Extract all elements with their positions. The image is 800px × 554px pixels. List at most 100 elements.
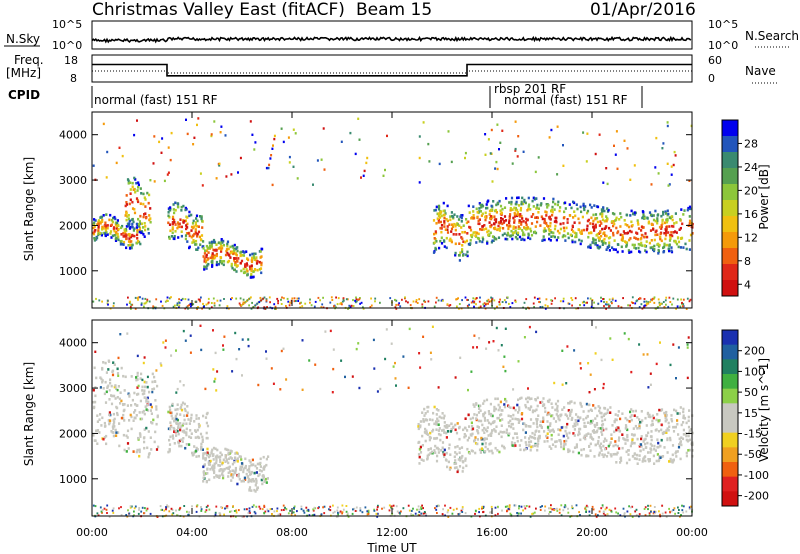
data-cell [478,218,481,221]
data-cell [184,208,187,212]
data-cell [215,461,218,465]
data-cell [219,299,222,302]
data-cell [137,436,140,440]
data-cell [642,216,645,219]
data-cell [544,505,547,508]
data-cell [668,225,671,228]
data-cell [663,430,666,434]
data-cell [219,451,222,455]
data-cell [263,296,266,299]
data-cell [450,422,453,425]
data-cell [527,205,530,208]
data-cell [330,296,333,299]
data-cell [514,235,517,239]
data-cell [556,404,559,408]
data-cell [458,465,462,468]
data-cell [127,509,129,512]
data-cell [139,399,142,403]
data-cell [195,232,198,235]
data-cell [138,448,141,452]
data-cell [195,417,198,420]
echo-region [92,359,160,459]
data-cell [600,430,603,434]
data-cell [170,235,173,238]
data-cell [624,416,627,420]
data-cell [255,467,259,470]
data-cell [445,436,448,439]
data-cell [337,297,340,300]
data-cell [97,222,100,226]
data-cell [469,228,473,232]
data-cell [593,225,596,228]
data-cell [475,297,478,300]
data-cell [609,304,611,307]
data-cell [425,429,428,433]
data-cell [131,233,134,237]
data-cell [402,507,405,510]
data-cell [570,408,573,412]
data-cell [528,443,531,447]
data-cell [688,179,691,182]
data-cell [432,219,436,222]
data-cell [645,424,648,427]
data-cell [485,227,488,231]
data-cell [442,416,445,420]
data-cell [418,352,421,355]
data-cell [134,178,137,181]
data-cell [514,417,517,421]
data-cell [499,298,501,301]
data-cell [557,428,560,431]
data-cell [539,203,542,207]
data-cell [477,426,480,429]
data-cell [117,385,120,388]
data-cell [227,448,230,452]
data-cell [144,228,147,232]
data-cell [544,304,547,307]
data-cell [242,301,245,304]
data-cell [682,433,685,436]
data-cell [249,511,251,514]
data-cell [600,415,603,419]
data-cell [655,459,658,463]
data-cell [565,414,569,418]
data-cell [638,343,641,346]
data-cell [354,299,356,302]
data-cell [567,401,570,405]
data-cell [503,355,506,358]
data-cell [220,250,223,253]
data-cell [229,470,232,473]
data-cell [674,212,677,215]
data-cell [549,422,552,425]
data-cell [535,507,537,510]
data-cell [176,408,179,411]
data-cell [475,417,478,420]
data-cell [194,450,197,453]
data-cell [418,508,421,511]
data-cell [468,211,471,214]
data-cell [135,414,138,417]
data-cell [524,201,527,205]
data-cell [376,515,379,518]
data-cell [351,512,354,515]
data-cell [105,213,108,216]
data-cell [580,448,583,452]
data-cell [193,445,196,448]
data-cell [529,440,533,443]
data-cell [395,307,398,310]
data-cell [170,507,173,510]
data-cell [512,436,515,440]
data-cell [656,219,659,222]
data-cell [206,451,209,454]
data-cell [611,302,613,305]
data-cell [551,406,554,409]
data-cell [239,251,242,254]
cpid-mode-2: rbsp 201 RF [494,82,566,96]
data-cell [250,480,253,483]
data-cell [676,412,679,415]
data-cell [128,202,131,206]
data-cell [625,450,628,454]
data-cell [686,297,689,300]
data-cell [268,163,271,167]
data-cell [190,235,193,239]
data-cell [545,434,548,438]
